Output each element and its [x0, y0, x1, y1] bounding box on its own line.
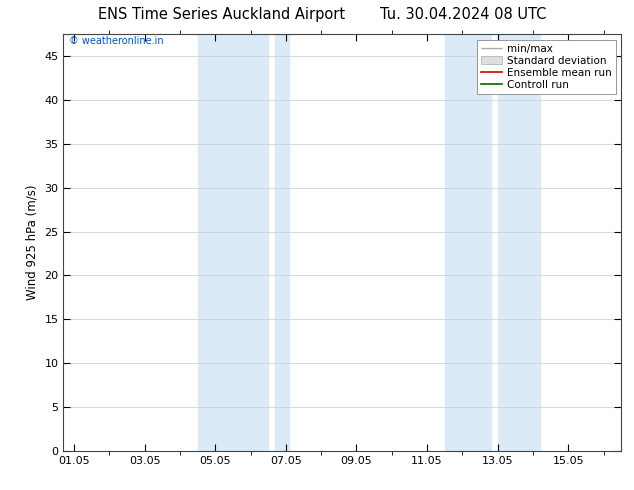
Bar — [445, 34, 491, 451]
Bar — [198, 34, 268, 451]
Bar — [498, 34, 540, 451]
Legend: min/max, Standard deviation, Ensemble mean run, Controll run: min/max, Standard deviation, Ensemble me… — [477, 40, 616, 94]
Bar — [275, 34, 289, 451]
Text: Tu. 30.04.2024 08 UTC: Tu. 30.04.2024 08 UTC — [380, 7, 546, 23]
Y-axis label: Wind 925 hPa (m/s): Wind 925 hPa (m/s) — [26, 185, 39, 300]
Text: © weatheronline.in: © weatheronline.in — [69, 36, 164, 47]
Text: ENS Time Series Auckland Airport: ENS Time Series Auckland Airport — [98, 7, 346, 23]
